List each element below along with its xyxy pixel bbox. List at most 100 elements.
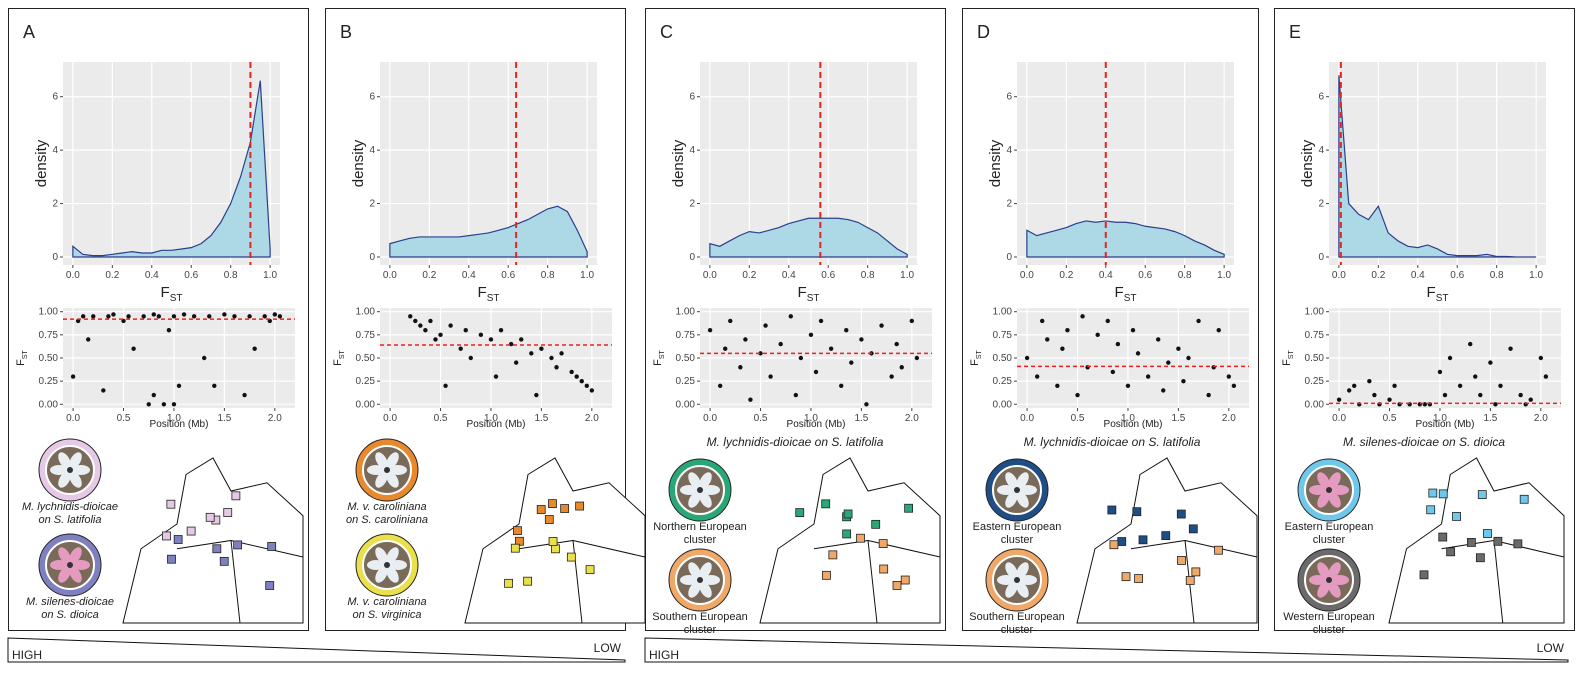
map-site xyxy=(548,537,558,546)
map-site xyxy=(186,526,196,536)
x-tick-label: 0.6 xyxy=(1138,270,1152,281)
x-tick-label: 2.0 xyxy=(585,413,599,424)
x-tick-label: 0.2 xyxy=(742,270,756,281)
x-tick-label: 0.0 xyxy=(383,413,397,424)
y-axis-label-sub: ST xyxy=(339,349,346,359)
point xyxy=(242,392,247,398)
point xyxy=(247,314,252,319)
map-site xyxy=(1121,572,1131,582)
y-tick-label: 1.00 xyxy=(676,307,696,318)
flower-petal xyxy=(375,547,388,564)
x-axis-label-sub: ST xyxy=(807,293,820,304)
point xyxy=(1040,318,1045,324)
x-axis-label: FST xyxy=(1427,284,1449,304)
point xyxy=(478,332,484,338)
map-site xyxy=(1438,489,1448,499)
y-tick-label: 4 xyxy=(52,145,58,156)
legend-text: on S. latifolia xyxy=(39,514,102,526)
flower-petal xyxy=(386,566,399,583)
gradient-high: HIGH xyxy=(649,648,679,662)
y-axis-label: FST xyxy=(332,349,346,365)
flower-center xyxy=(1326,487,1332,493)
point xyxy=(222,312,227,317)
point xyxy=(1447,355,1453,361)
point xyxy=(207,314,212,319)
flower-petal xyxy=(69,566,82,583)
map-site xyxy=(1467,538,1476,547)
x-tick-label: 0.5 xyxy=(117,413,131,424)
point xyxy=(413,318,418,324)
x-tick-label: 0.4 xyxy=(462,270,476,281)
flower-petal xyxy=(389,560,407,570)
map-site xyxy=(1483,529,1492,538)
flower-petal xyxy=(1309,485,1327,495)
point xyxy=(554,365,559,370)
y-tick-label: 0.50 xyxy=(1305,353,1325,364)
flower-center xyxy=(67,562,73,568)
panel-label: E xyxy=(1289,22,1301,42)
y-tick-label: 6 xyxy=(52,92,58,103)
map-site xyxy=(1117,537,1127,546)
point xyxy=(1055,383,1060,388)
point xyxy=(1145,374,1151,379)
flower-petal xyxy=(702,575,720,585)
y-tick-label: 0.50 xyxy=(993,353,1013,364)
map-site xyxy=(1177,556,1186,565)
x-tick-label: 1.0 xyxy=(484,413,498,424)
y-tick-label: 0.25 xyxy=(1305,376,1325,387)
point xyxy=(748,397,753,402)
x-tick-label: 0.4 xyxy=(1411,270,1425,281)
flower-petal xyxy=(386,547,399,564)
x-tick-label: 1.0 xyxy=(804,413,818,424)
point xyxy=(758,351,763,356)
panel-frame xyxy=(962,8,1259,631)
x-tick-label: 1.0 xyxy=(1121,413,1135,424)
point xyxy=(86,337,91,342)
map-site xyxy=(878,539,888,548)
x-tick-label: 0.6 xyxy=(184,270,198,281)
x-axis-label: Position (Mb) xyxy=(1104,419,1163,430)
legend-text: Southern European xyxy=(969,611,1064,623)
map-site xyxy=(1452,512,1461,521)
flower-petal xyxy=(699,491,712,508)
point xyxy=(1181,378,1186,384)
map-outline xyxy=(759,457,941,624)
flower-petal xyxy=(1019,485,1037,495)
point xyxy=(1095,332,1100,338)
flower-petal xyxy=(58,547,71,564)
point xyxy=(423,328,428,333)
map-site xyxy=(233,540,243,550)
x-axis-label: Position (Mb) xyxy=(1416,419,1475,430)
point xyxy=(899,365,904,370)
y-tick-label: 2 xyxy=(369,199,375,210)
point xyxy=(1135,351,1141,356)
y-tick-label: 4 xyxy=(689,145,695,156)
x-tick-label: 1.0 xyxy=(900,270,914,281)
panel-label: D xyxy=(977,22,990,42)
point xyxy=(1518,392,1523,398)
point xyxy=(909,318,915,324)
map-site xyxy=(162,531,171,541)
point xyxy=(1538,355,1544,361)
y-tick-label: 0.00 xyxy=(676,399,696,410)
point xyxy=(839,383,844,388)
y-tick-label: 0.25 xyxy=(39,376,59,387)
y-tick-label: 2 xyxy=(689,199,695,210)
point xyxy=(778,341,783,347)
y-tick-label: 0 xyxy=(369,252,375,263)
y-axis-label-sub: ST xyxy=(1288,349,1295,359)
point xyxy=(1186,355,1191,361)
legend-text: cluster xyxy=(1313,534,1346,546)
x-tick-label: 1.5 xyxy=(217,413,231,424)
map-outline xyxy=(122,457,304,624)
map-site xyxy=(1107,505,1117,515)
flower-petal xyxy=(1016,491,1029,508)
map-site xyxy=(1419,570,1429,580)
x-axis-label: Position (Mb) xyxy=(787,419,846,430)
y-axis-label: density xyxy=(1299,139,1316,187)
map-site xyxy=(166,499,176,509)
point xyxy=(1034,374,1040,379)
map-site xyxy=(513,526,522,536)
map-site xyxy=(167,554,176,564)
